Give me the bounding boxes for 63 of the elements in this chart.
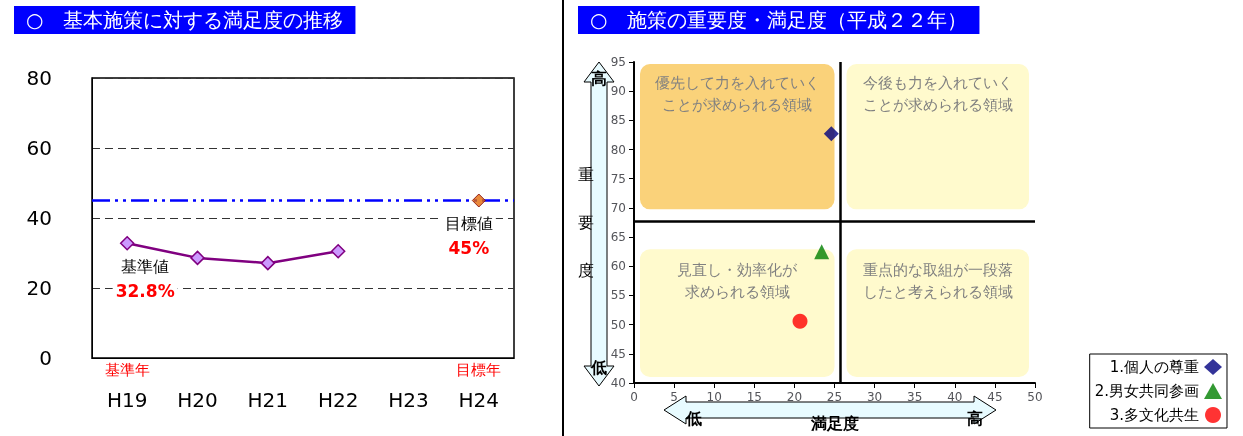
- point: [330, 244, 346, 259]
- x-tick-label: 45: [987, 390, 1003, 404]
- y-tick-label: 65: [610, 230, 626, 245]
- annotation: 基準値: [121, 256, 170, 276]
- chart-title: ○ 基本施策に対する満足度の推移: [26, 8, 344, 32]
- text: 低: [685, 408, 702, 428]
- annotation: 見直し・効率化が求められる領域: [677, 261, 799, 302]
- x-tick-label: 20: [786, 390, 803, 404]
- point: [190, 250, 205, 266]
- x-tick-label: 40: [947, 390, 963, 404]
- y-tick-label: 70: [610, 200, 626, 215]
- y-tick-label: 85: [610, 113, 626, 128]
- y-tick-label: 80: [610, 142, 626, 157]
- text: 目標年: [456, 360, 502, 379]
- y-tick-label: 50: [610, 317, 626, 332]
- x-tick-label: H24: [458, 388, 500, 412]
- y-tick-label: 80: [26, 66, 52, 90]
- y-tick-label: 60: [610, 259, 626, 274]
- annotation: 優先して力を入れていくことが求められる領域: [654, 74, 820, 114]
- y-tick-label: 75: [610, 171, 626, 186]
- annotation: 今後も力を入れていくことが求められる領域: [862, 74, 1013, 114]
- x-tick-label: 30: [866, 390, 883, 404]
- y-tick-label: 95: [610, 55, 626, 69]
- legend-label: 1.個人の尊重: [1109, 358, 1199, 376]
- x-axis-title: 満足度: [809, 413, 859, 433]
- x-tick-label: 50: [1027, 390, 1043, 404]
- y-tick-label: 45: [610, 346, 626, 361]
- y-tick-label: 55: [610, 288, 626, 303]
- x-tick-label: 35: [907, 390, 923, 404]
- y-tick-label: 20: [26, 276, 52, 300]
- y-tick-label: 60: [26, 136, 52, 160]
- y-tick-label: 40: [610, 376, 626, 390]
- annotation: 目標値: [444, 214, 493, 233]
- annotation: 32.8%: [115, 280, 175, 301]
- annotation: 重点的な取組が一段落したと考えられる領域: [862, 261, 1013, 302]
- annotation: 45%: [448, 238, 490, 258]
- point: [792, 313, 808, 329]
- point: [119, 235, 135, 251]
- x-tick-label: 10: [706, 390, 722, 404]
- y-tick-label: 90: [610, 84, 626, 99]
- text: 高: [967, 408, 983, 428]
- y-tick-label: 0: [39, 346, 52, 370]
- text: 低: [590, 357, 607, 377]
- chart-title: ○ 施策の重要度・満足度（平成２２年）: [590, 8, 968, 32]
- x-tick-label: H21: [247, 388, 289, 412]
- x-tick-label: 0: [630, 390, 638, 404]
- x-tick-label: H23: [388, 388, 429, 412]
- point: [823, 126, 839, 142]
- x-tick-label: 15: [746, 390, 762, 404]
- text: 基準年: [104, 360, 150, 379]
- legend-label: 3.多文化共生: [1109, 406, 1199, 424]
- text: 重要度: [578, 165, 594, 280]
- x-tick-label: 5: [670, 390, 678, 404]
- point: [471, 193, 486, 208]
- point: [814, 244, 830, 260]
- x-tick-label: H20: [177, 388, 218, 412]
- x-tick-label: H22: [317, 388, 359, 412]
- x-tick-label: 25: [826, 390, 843, 404]
- point: [260, 255, 276, 271]
- text: 高: [591, 68, 607, 88]
- y-tick-label: 40: [26, 206, 52, 230]
- legend-label: 2.男女共同参画: [1094, 382, 1199, 400]
- x-tick-label: H19: [106, 388, 148, 412]
